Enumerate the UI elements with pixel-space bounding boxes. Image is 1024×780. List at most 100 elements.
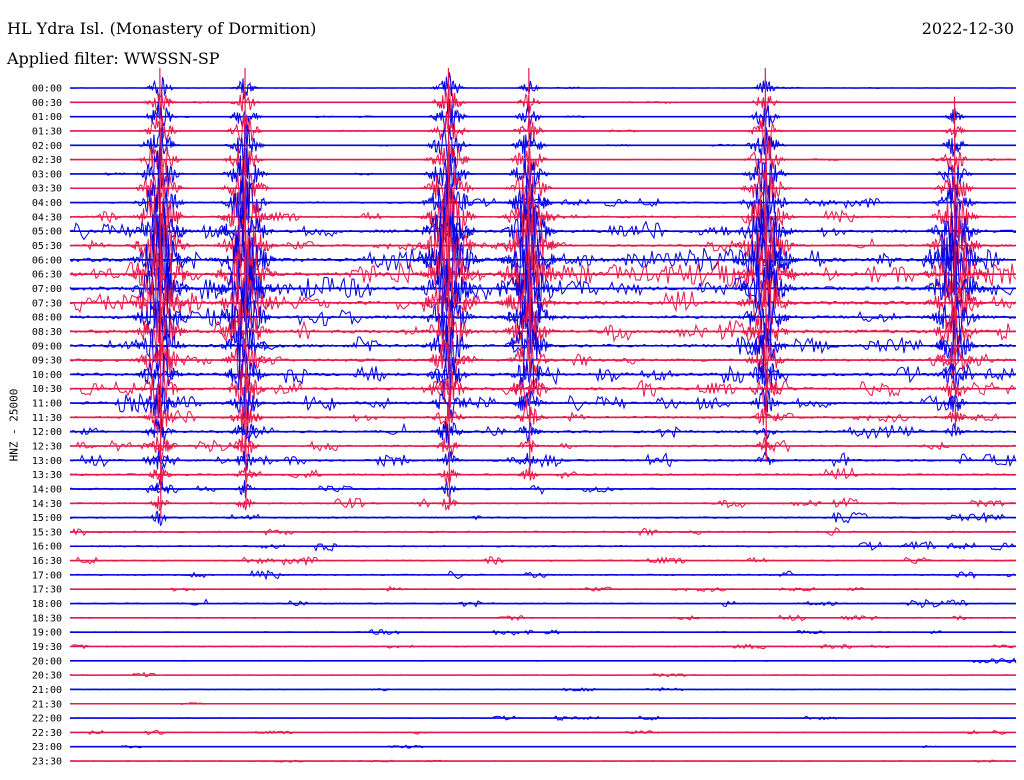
event-burst	[502, 358, 555, 390]
event-burst	[506, 389, 551, 411]
row-time-label: 22:00	[32, 714, 62, 725]
row-time-label: 04:00	[32, 198, 62, 209]
event-burst	[510, 421, 547, 442]
row-time-label: 23:00	[32, 742, 62, 753]
row-time-label: 10:00	[32, 370, 62, 381]
event-burst	[426, 404, 470, 434]
event-spike	[159, 67, 162, 518]
trace-line	[69, 466, 1017, 480]
row-time-label: 21:30	[32, 699, 62, 710]
row-time-label: 08:00	[32, 313, 62, 324]
event-burst	[133, 375, 187, 414]
event-burst	[433, 468, 464, 484]
event-burst	[418, 325, 479, 375]
row-time-label: 12:30	[32, 442, 62, 453]
row-time-label: 14:00	[32, 484, 62, 495]
event-burst	[145, 496, 175, 512]
event-burst	[224, 423, 266, 443]
event-burst	[735, 314, 796, 356]
event-burst	[731, 279, 800, 326]
row-time-label: 06:30	[32, 270, 62, 281]
row-time-label: 01:00	[32, 112, 62, 123]
event-burst	[229, 467, 260, 483]
row-time-label: 21:00	[32, 685, 62, 696]
row-time-label: 17:00	[32, 570, 62, 581]
row-time-label: 09:30	[32, 356, 62, 367]
row-time-label: 12:00	[32, 427, 62, 438]
event-burst	[416, 303, 480, 360]
event-burst	[123, 272, 197, 329]
row-time-label: 01:30	[32, 126, 62, 137]
event-burst	[143, 464, 177, 484]
trace-line	[69, 452, 1017, 469]
row-time-label: 07:30	[32, 298, 62, 309]
row-time-label: 06:00	[32, 255, 62, 266]
event-burst	[131, 353, 188, 398]
event-burst	[926, 320, 982, 365]
event-burst	[226, 435, 264, 459]
event-burst	[420, 337, 477, 376]
row-time-label: 02:00	[32, 141, 62, 152]
row-time-label: 18:30	[32, 613, 62, 624]
event-burst	[936, 394, 972, 413]
event-burst	[219, 143, 271, 178]
row-time-label: 05:00	[32, 227, 62, 238]
event-burst	[934, 380, 975, 399]
event-burst	[919, 280, 990, 332]
event-burst	[423, 371, 474, 408]
event-burst	[222, 404, 267, 436]
row-time-label: 19:00	[32, 628, 62, 639]
event-burst	[498, 322, 559, 363]
event-burst	[940, 422, 969, 437]
row-time-label: 09:00	[32, 341, 62, 352]
event-burst	[749, 427, 782, 440]
row-time-label: 20:00	[32, 656, 62, 667]
event-burst	[217, 349, 273, 391]
row-time-label: 08:30	[32, 327, 62, 338]
filter-label: Applied filter: WWSSN-SP	[7, 49, 220, 68]
event-burst	[929, 342, 980, 377]
event-burst	[741, 356, 790, 386]
event-burst	[430, 437, 467, 456]
row-time-label: 17:30	[32, 585, 62, 596]
event-burst	[743, 374, 788, 407]
event-burst	[144, 478, 175, 493]
event-burst	[739, 342, 792, 376]
row-time-label: 00:00	[32, 84, 62, 95]
row-time-label: 16:30	[32, 556, 62, 567]
row-time-label: 19:30	[32, 642, 62, 653]
row-time-label: 05:30	[32, 241, 62, 252]
event-burst	[514, 466, 544, 481]
event-burst	[230, 480, 260, 499]
event-spike	[953, 96, 957, 432]
event-burst	[924, 305, 985, 355]
event-burst	[138, 418, 182, 445]
event-burst	[747, 407, 784, 426]
row-time-label: 11:30	[32, 413, 62, 424]
row-time-label: 15:00	[32, 513, 62, 524]
event-burst	[737, 321, 794, 360]
date-label: 2022-12-30	[921, 19, 1014, 38]
event-burst	[126, 302, 193, 360]
row-time-label: 10:30	[32, 384, 62, 395]
event-burst	[500, 336, 557, 377]
row-time-label: 02:30	[32, 155, 62, 166]
event-burst	[139, 436, 180, 462]
row-time-label: 03:30	[32, 184, 62, 195]
row-time-label: 22:30	[32, 728, 62, 739]
event-burst	[512, 439, 545, 453]
row-time-label: 00:30	[32, 98, 62, 109]
event-burst	[134, 386, 185, 418]
event-burst	[433, 481, 463, 497]
row-time-label: 15:30	[32, 527, 62, 538]
row-time-label: 13:00	[32, 456, 62, 467]
event-burst	[750, 451, 780, 466]
row-time-label: 20:30	[32, 671, 62, 682]
event-burst	[514, 453, 544, 467]
station-title: HL Ydra Isl. (Monastery of Dormition)	[7, 19, 317, 38]
event-burst	[415, 296, 482, 345]
row-time-label: 18:00	[32, 599, 62, 610]
event-burst	[206, 260, 283, 322]
event-burst	[431, 451, 465, 466]
event-burst	[228, 451, 262, 471]
